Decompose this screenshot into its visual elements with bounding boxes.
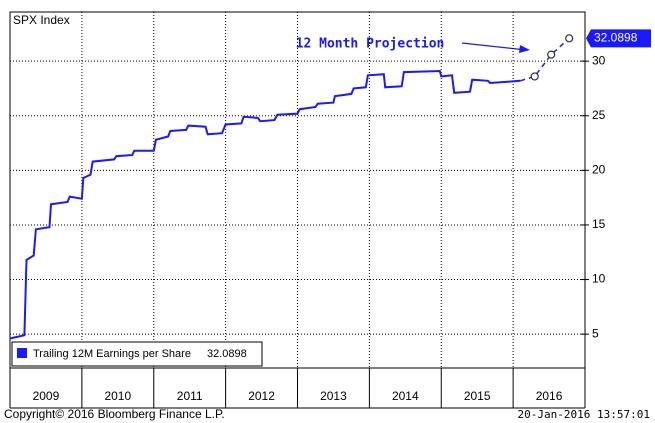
y-tick-label: 15 bbox=[592, 217, 606, 231]
x-tick-label: 2012 bbox=[248, 389, 275, 403]
x-tick-label: 2016 bbox=[536, 389, 563, 403]
y-tick-label: 5 bbox=[592, 326, 599, 340]
x-tick-label: 2015 bbox=[464, 389, 491, 403]
legend-value: 32.0898 bbox=[207, 348, 247, 360]
last-value-box bbox=[586, 29, 651, 48]
annotation-arrow bbox=[461, 42, 527, 51]
annotation-arrowhead bbox=[519, 45, 530, 53]
legend: Trailing 12M Earnings per Share 32.0898 bbox=[11, 341, 263, 367]
projection-point bbox=[565, 34, 574, 43]
x-tick-label: 2009 bbox=[33, 389, 60, 403]
annotation: 12 Month Projection bbox=[296, 37, 445, 52]
timestamp: 20-Jan-2016 13:57:01 bbox=[518, 408, 650, 421]
projection-line bbox=[520, 37, 570, 82]
legend-label: Trailing 12M Earnings per Share bbox=[33, 348, 191, 360]
legend-swatch bbox=[17, 348, 27, 358]
last-value-label: 32.0898 bbox=[594, 30, 638, 44]
x-tick-label: 2013 bbox=[320, 389, 347, 403]
y-tick-label: 30 bbox=[592, 53, 606, 67]
chart-title: SPX Index bbox=[13, 13, 70, 27]
copyright: Copyright© 2016 Bloomberg Finance L.P. bbox=[4, 407, 225, 421]
y-tick-label: 20 bbox=[592, 163, 606, 177]
y-tick-label: 25 bbox=[592, 108, 606, 122]
data-line bbox=[9, 69, 521, 340]
projection-point bbox=[530, 72, 539, 81]
legend-box bbox=[11, 341, 263, 367]
x-tick-label: 2014 bbox=[392, 389, 419, 403]
y-tick-label: 10 bbox=[592, 272, 606, 286]
x-tick-label: 2011 bbox=[177, 389, 203, 403]
projection-point bbox=[547, 50, 556, 59]
x-tick-label: 2010 bbox=[104, 389, 131, 403]
